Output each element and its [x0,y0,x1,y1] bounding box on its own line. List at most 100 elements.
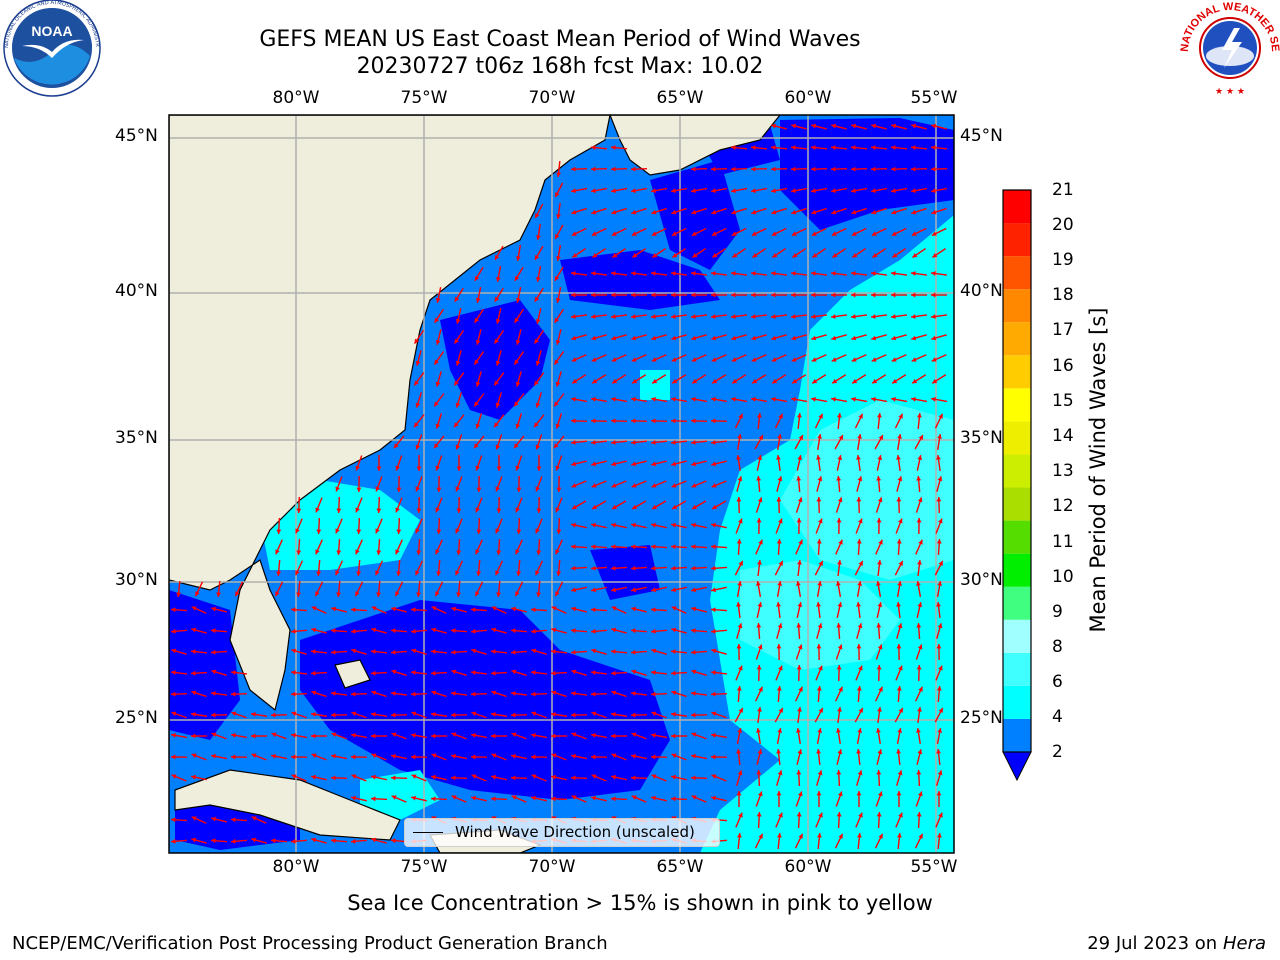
wave-arrow [450,712,468,718]
wave-arrow [630,691,648,696]
wave-arrow [771,374,787,384]
wave-arrow [570,628,588,634]
wave-arrow [931,227,947,237]
wave-arrow [896,685,902,703]
wave-arrow [315,497,323,513]
wave-arrow [755,644,763,660]
wave-arrow [556,559,562,577]
wave-arrow [876,622,882,640]
wave-arrow [330,691,348,696]
lon-label-bottom: 65°W [656,857,704,877]
wave-arrow [671,733,687,739]
wave-arrow [396,475,402,493]
wave-arrow [835,644,843,660]
wave-arrow [351,774,367,782]
wave-arrow [757,559,762,577]
wave-arrow [775,812,783,828]
wave-arrow [591,460,607,467]
wave-arrow [474,581,484,597]
wave-arrow [556,517,562,535]
wave-arrow [515,371,522,387]
wave-arrow [271,732,287,740]
wave-arrow [651,292,667,298]
wave-arrow [835,497,843,513]
wave-arrow [554,308,564,324]
wave-arrow [817,433,822,451]
wave-arrow [871,292,887,298]
wave-arrow [690,712,708,718]
colorbar-frame [1002,189,1032,753]
wave-arrow [590,418,608,424]
wave-arrow [796,475,802,493]
wave-arrow [210,628,228,634]
wave-arrow [371,753,387,761]
wave-arrow [553,351,565,365]
wave-arrow [456,538,462,556]
colorbar-tick: 18 [1052,285,1074,305]
wave-arrow [611,627,627,634]
wave-arrow [756,602,763,618]
wave-arrow [476,517,482,535]
wave-arrow [170,607,188,613]
wave-arrow [816,496,822,514]
wave-arrow [455,308,462,324]
wave-arrow [630,628,648,634]
wave-arrow [395,497,403,513]
wave-arrow [535,392,543,408]
wave-arrow [736,685,742,703]
wave-arrow [276,559,282,577]
wave-arrow [751,247,767,259]
wave-arrow [591,648,607,655]
wave-arrow [554,581,564,597]
wave-arrow [475,455,483,471]
wave-arrow [455,434,463,450]
wave-arrow [776,538,782,556]
wave-arrow [436,475,442,493]
wave-arrow [410,733,428,739]
wave-arrow [451,795,467,803]
wave-arrow [391,753,407,760]
wave-arrow [571,669,587,677]
wave-arrow [611,334,627,341]
wave-arrow [690,649,708,655]
wave-arrow [571,247,587,259]
wave-arrow [251,816,267,824]
wave-arrow [391,795,407,803]
wave-arrow [771,227,787,237]
wave-arrow [831,374,847,384]
wave-arrow [590,145,608,151]
wave-arrow [491,627,507,634]
wave-arrow [191,606,207,614]
wave-arrow [691,669,707,677]
footer-date-text: 29 Jul 2023 on [1087,933,1223,954]
wave-arrow [735,665,743,681]
wave-arrow [435,455,443,471]
wave-arrow [370,712,388,717]
wave-arrow [510,775,528,781]
wave-arrow [734,707,744,723]
wave-arrow [777,433,782,451]
wave-arrow [910,314,928,319]
wave-arrow [470,733,488,739]
wave-arrow [730,397,748,403]
wave-arrow [350,691,368,697]
landmass [174,769,401,841]
wave-arrow [631,669,647,677]
wave-arrow [671,334,687,341]
wave-arrow [250,712,268,717]
wave-arrow [710,166,728,172]
wave-arrow [794,833,804,849]
wave-arrow [734,560,744,576]
wave-arrow [475,497,483,513]
colorbar-tick: 13 [1052,461,1074,481]
wave-arrow [370,670,388,676]
wave-arrow [435,329,442,345]
wave-arrow [350,838,368,844]
wave-arrow [553,435,565,449]
wave-arrow [756,749,763,765]
wave-arrow [911,227,927,237]
lon-label-bottom: 80°W [272,857,320,877]
lon-label-top: 70°W [528,88,576,108]
wave-arrow [530,607,548,613]
wave-arrow [691,586,707,593]
